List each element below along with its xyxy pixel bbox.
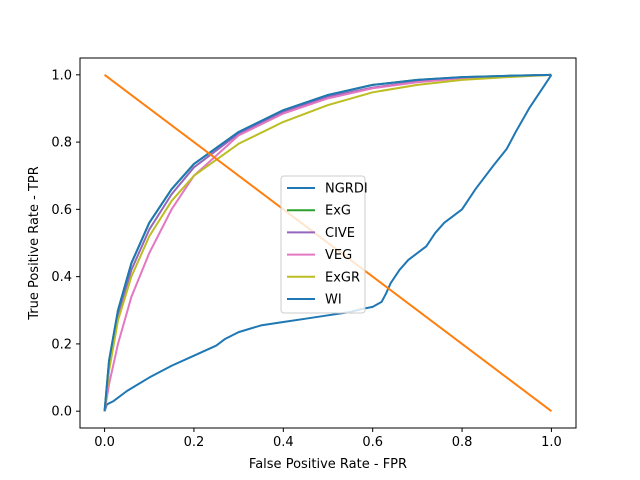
legend-label-cive: CIVE — [325, 226, 355, 241]
y-tick-label: 0.4 — [51, 270, 72, 285]
plot-frame — [79, 57, 577, 429]
axis-ticks: 0.0 0.2 0.4 0.6 0.8 1.0 0.0 0.2 0.4 0.6 0.8 1.0 — [51, 68, 561, 450]
x-tick-label: 0.2 — [184, 435, 205, 450]
y-tick-label: 0.8 — [51, 136, 72, 151]
legend-label-exgr: ExGR — [325, 270, 360, 285]
y-tick-label: 1.0 — [51, 68, 72, 83]
y-tick-label: 0.6 — [51, 203, 72, 218]
y-axis-label: True Positive Rate - TPR — [27, 166, 42, 321]
series-line-wi — [103, 73, 552, 412]
x-tick-label: 0.6 — [362, 435, 383, 450]
x-tick-label: 0.8 — [452, 435, 473, 450]
series-line-exgr — [103, 73, 552, 412]
legend-label-ngrdi: NGRDI — [325, 182, 368, 197]
x-tick-label: 1.0 — [541, 435, 562, 450]
series-line-ngrdi — [103, 74, 553, 412]
series-line-veg — [103, 73, 552, 412]
legend-box — [280, 175, 366, 314]
x-tick-label: 0.0 — [94, 435, 115, 450]
legend-label-exg: ExG — [325, 204, 351, 219]
x-axis-label: False Positive Rate - FPR — [249, 457, 407, 472]
y-tick-label: 0.0 — [51, 405, 72, 420]
legend: NGRDI ExG CIVE VEG ExGR WI — [280, 175, 368, 314]
y-tick-label: 0.2 — [51, 337, 72, 352]
legend-label-wi: WI — [325, 293, 342, 308]
series-lines — [103, 73, 553, 412]
legend-label-veg: VEG — [325, 248, 352, 263]
x-tick-label: 0.4 — [273, 435, 294, 450]
